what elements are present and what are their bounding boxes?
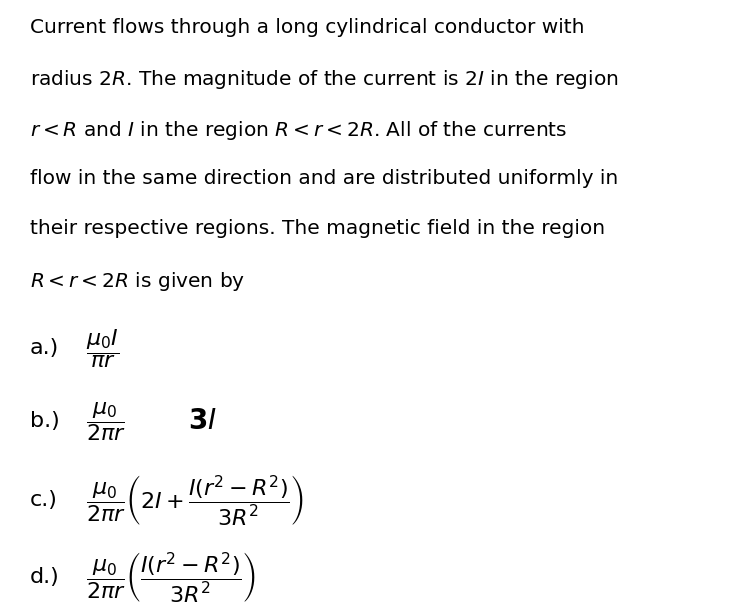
Text: $\dfrac{\mu_0}{2\pi r}\left(\dfrac{I(r^2-R^2)}{3R^2}\right)$: $\dfrac{\mu_0}{2\pi r}\left(\dfrac{I(r^2… bbox=[86, 550, 256, 604]
Text: radius $\mathit{2R}$. The magnitude of the current is $\mathit{2I}$ in the regio: radius $\mathit{2R}$. The magnitude of t… bbox=[30, 68, 619, 92]
Text: b.): b.) bbox=[30, 411, 60, 431]
Text: $\mathit{r} < \mathit{R}$ and $\mathit{I}$ in the region $\mathit{R} < \mathit{r: $\mathit{r} < \mathit{R}$ and $\mathit{I… bbox=[30, 119, 567, 142]
Text: their respective regions. The magnetic field in the region: their respective regions. The magnetic f… bbox=[30, 219, 605, 238]
Text: $\dfrac{\mu_0 I}{\pi r}$: $\dfrac{\mu_0 I}{\pi r}$ bbox=[86, 327, 120, 370]
Text: $\dfrac{\mu_0}{2\pi r}\left(2I + \dfrac{I(r^2-R^2)}{3R^2}\right)$: $\dfrac{\mu_0}{2\pi r}\left(2I + \dfrac{… bbox=[86, 473, 304, 527]
Text: $\mathbf{3\mathit{I}}$: $\mathbf{3\mathit{I}}$ bbox=[188, 407, 217, 435]
Text: d.): d.) bbox=[30, 567, 60, 587]
Text: a.): a.) bbox=[30, 338, 59, 359]
Text: Current flows through a long cylindrical conductor with: Current flows through a long cylindrical… bbox=[30, 18, 584, 37]
Text: c.): c.) bbox=[30, 490, 58, 510]
Text: $\mathit{R} < \mathit{r} < \mathit{2R}$ is given by: $\mathit{R} < \mathit{r} < \mathit{2R}$ … bbox=[30, 270, 245, 293]
Text: flow in the same direction and are distributed uniformly in: flow in the same direction and are distr… bbox=[30, 169, 618, 188]
Text: $\dfrac{\mu_0}{2\pi r}$: $\dfrac{\mu_0}{2\pi r}$ bbox=[86, 400, 126, 442]
